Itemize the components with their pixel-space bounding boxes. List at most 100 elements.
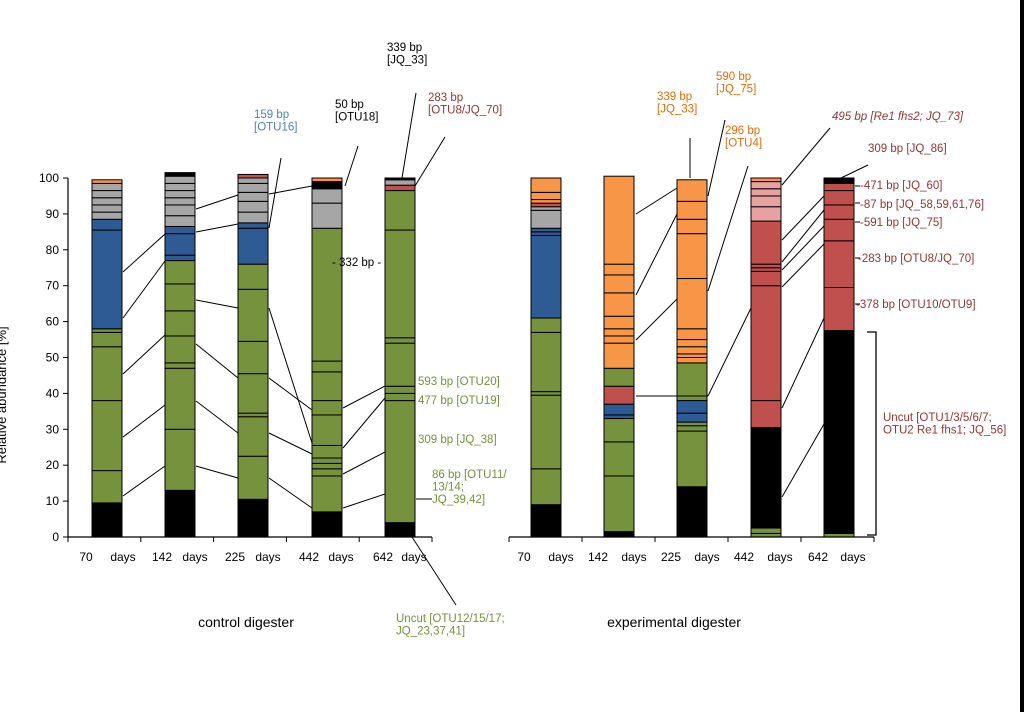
connector-line: [635, 187, 678, 215]
connector-line: [195, 465, 239, 479]
annotation-309e: 309 bp [JQ_86]: [868, 143, 947, 155]
bar-segment: [750, 263, 782, 269]
control-digester-title: control digester: [198, 614, 294, 630]
bar-segment: [676, 278, 708, 330]
bar-segment: [750, 270, 782, 287]
bar-segment: [750, 195, 782, 208]
bar-segment: [91, 182, 123, 192]
bar-segment: [750, 285, 782, 402]
x-tick-unit-label: days: [694, 550, 719, 564]
annotation-line: 159 bp: [254, 109, 289, 121]
annotation-line: - 332 bp -: [332, 257, 381, 269]
bar-segment: [823, 204, 855, 220]
bar-segment: [237, 211, 269, 224]
annotation-line: JQ_39,42]: [432, 494, 485, 506]
bar-segment: [91, 470, 123, 504]
stacked-bar: [384, 177, 416, 538]
bar-segment: [823, 218, 855, 242]
bar-segment: [384, 337, 416, 344]
bar-segment: [750, 220, 782, 265]
bar-segment: [530, 206, 562, 211]
connector-line: [195, 223, 239, 233]
bar-segment: [91, 218, 123, 231]
annotation-line: [OTU4]: [725, 138, 762, 150]
bar-segment: [384, 190, 416, 231]
bar-segment: [164, 335, 196, 364]
bar-segment: [603, 441, 635, 477]
bar-segment: [237, 191, 269, 202]
annotation-line: [OTU16]: [254, 122, 297, 134]
bar-segment: [311, 188, 343, 204]
bar-segment: [91, 328, 123, 333]
x-tick-label: 142: [152, 550, 172, 564]
bar-segment: [676, 400, 708, 414]
connector-line: [781, 195, 825, 241]
y-tick-label: 60: [46, 315, 60, 329]
x-tick-unit-label: days: [401, 550, 426, 564]
bar-segment: [164, 362, 196, 369]
bar-segment: [603, 475, 635, 533]
bar-segment: [164, 254, 196, 262]
bar-segment: [91, 229, 123, 330]
bar-segment: [237, 373, 269, 414]
connector-line: [122, 260, 166, 319]
annotation-87: -87 bp [JQ_58,59,61,76]: [860, 199, 984, 211]
bar-segment: [311, 511, 343, 538]
stacked-bar: [603, 175, 635, 538]
stacked-bar: [91, 179, 123, 538]
annotation-339c: 339 bp[JQ_33]: [387, 42, 427, 67]
bar-segment: [164, 175, 196, 184]
bar-segment: [311, 202, 343, 229]
bar-segment: [164, 367, 196, 430]
x-tick-label: 70: [79, 550, 93, 564]
annotation-line: 50 bp: [335, 99, 364, 111]
annotation-line: 590 bp: [716, 71, 751, 83]
connector-line: [268, 307, 313, 444]
bar-segment: [530, 468, 562, 506]
bar-segment: [676, 346, 708, 355]
stacked-bar: [237, 173, 269, 538]
bar-segment: [603, 414, 635, 420]
bar-segment: [530, 504, 562, 538]
annotation-line: 309 bp [JQ_38]: [418, 434, 497, 446]
connector-line: [122, 233, 166, 273]
annotation-line: -591 bp [JQ_75]: [860, 217, 942, 229]
annotation-159: 159 bp[OTU16]: [254, 109, 297, 134]
connector-line: [195, 299, 239, 309]
bar-segment: [750, 188, 782, 197]
connector-line: [414, 136, 446, 187]
connector-line: [268, 432, 313, 455]
annotation-line: Uncut [OTU1/3/5/6/7;: [883, 412, 992, 424]
annotation-50: 50 bp[OTU18]: [335, 99, 378, 124]
bar-segment: [603, 367, 635, 387]
bar-segment: [750, 400, 782, 429]
bar-segment: [384, 179, 416, 186]
bar-segment: [164, 283, 196, 312]
bar-segment: [384, 400, 416, 524]
connector-line: [635, 298, 678, 341]
annotation-line: 495 bp [Re1 fhs2; JQ_73]: [832, 111, 964, 123]
annotation-296: 296 bp[OTU4]: [725, 125, 762, 150]
bar-segment: [676, 486, 708, 538]
connector-line: [781, 127, 831, 186]
bar-segment: [311, 371, 343, 402]
bar-segment: [676, 362, 708, 402]
connector-line: [781, 225, 825, 271]
right-edge-border: [1020, 0, 1024, 712]
bar-segment: [676, 339, 708, 348]
annotation-line: OTU2 Re1 fhs1; JQ_56]: [883, 425, 1006, 437]
bar-segment: [237, 340, 269, 375]
bar-segment: [530, 177, 562, 193]
connector-line: [707, 119, 726, 197]
stacked-bar: [530, 177, 562, 538]
annotation-line: [JQ_75]: [716, 84, 756, 96]
bar-segment: [164, 190, 196, 199]
annotation-uncut-c: Uncut [OTU12/15/17;JQ_23,37,41]: [396, 613, 505, 638]
bar-segment: [530, 231, 562, 236]
bar-segment: [384, 177, 416, 181]
bar-segment: [237, 222, 269, 229]
x-tick-label: 225: [661, 550, 681, 564]
bar-segment: [603, 418, 635, 443]
bar-segment: [237, 288, 269, 342]
